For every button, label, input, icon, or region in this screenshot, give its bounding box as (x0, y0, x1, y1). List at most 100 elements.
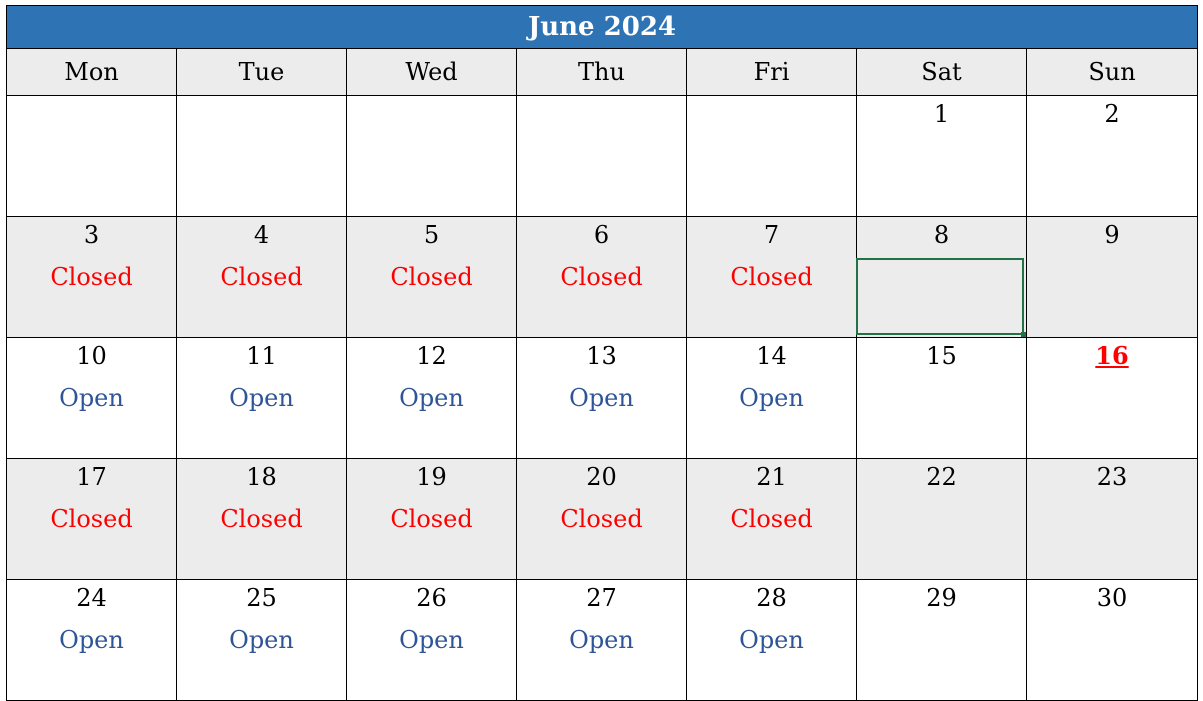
day-cell-wed[interactable]: 19 Closed (346, 458, 517, 580)
week-row: 10 Open 11 Open 12 Open 13 Open 14 Open 15 16 (6, 337, 1198, 459)
day-number: 22 (926, 463, 957, 491)
day-cell-fri[interactable]: 28 Open (686, 579, 857, 701)
day-status: Closed (560, 263, 643, 291)
day-cell-mon[interactable]: 10 Open (6, 337, 177, 459)
day-cell-fri[interactable] (686, 95, 857, 217)
weekday-header-fri[interactable]: Fri (686, 48, 857, 96)
day-status: Open (569, 384, 634, 412)
week-row: 17 Closed 18 Closed 19 Closed 20 Closed 21 Closed… (6, 458, 1198, 580)
day-cell-sun[interactable]: 2 (1026, 95, 1198, 217)
day-cell-wed[interactable]: 12 Open (346, 337, 517, 459)
day-status: Closed (220, 505, 303, 533)
title-row: June 2024 (6, 5, 1198, 49)
day-cell-tue[interactable] (176, 95, 347, 217)
day-status: Open (739, 626, 804, 654)
weekday-header-thu[interactable]: Thu (516, 48, 687, 96)
day-number: 16 (1095, 341, 1129, 370)
day-cell-sat[interactable]: 29 (856, 579, 1027, 701)
day-cell-sat[interactable]: 8 (856, 216, 1027, 338)
day-number: 20 (586, 463, 617, 491)
weekday-header-row: Mon Tue Wed Thu Fri Sat Sun (6, 48, 1198, 96)
day-cell-tue[interactable]: 25 Open (176, 579, 347, 701)
day-number: 3 (83, 221, 100, 249)
cell-selection-box[interactable] (856, 258, 1026, 337)
day-status: Open (399, 626, 464, 654)
day-number: 7 (763, 221, 780, 249)
weekday-header-mon[interactable]: Mon (6, 48, 177, 96)
day-cell-tue[interactable]: 11 Open (176, 337, 347, 459)
day-cell-mon[interactable]: 3 Closed (6, 216, 177, 338)
day-status: Open (739, 384, 804, 412)
day-status: Closed (390, 263, 473, 291)
day-cell-thu[interactable]: 27 Open (516, 579, 687, 701)
day-cell-sun[interactable]: 23 (1026, 458, 1198, 580)
day-number: 27 (586, 584, 617, 612)
day-cell-mon[interactable] (6, 95, 177, 217)
day-status: Closed (390, 505, 473, 533)
day-number: 25 (246, 584, 277, 612)
day-cell-sat[interactable]: 1 (856, 95, 1027, 217)
day-number: 4 (253, 221, 270, 249)
day-number: 10 (76, 342, 107, 370)
day-number: 28 (756, 584, 787, 612)
day-cell-sat[interactable]: 15 (856, 337, 1027, 459)
calendar-weeks: 1 2 3 Closed 4 Closed 5 Closed 6 Closed 7 Closed 8 9 1… (6, 95, 1198, 701)
day-number: 8 (933, 221, 950, 249)
weekday-header-wed[interactable]: Wed (346, 48, 517, 96)
day-number: 23 (1096, 463, 1128, 491)
day-cell-fri[interactable]: 14 Open (686, 337, 857, 459)
day-number: 26 (416, 584, 447, 612)
day-status: Open (229, 626, 294, 654)
day-cell-wed[interactable] (346, 95, 517, 217)
day-cell-mon[interactable]: 24 Open (6, 579, 177, 701)
calendar-title[interactable]: June 2024 (6, 5, 1198, 49)
day-cell-sun[interactable]: 9 (1026, 216, 1198, 338)
day-number: 6 (593, 221, 610, 249)
day-cell-tue[interactable]: 4 Closed (176, 216, 347, 338)
weekday-header-tue[interactable]: Tue (176, 48, 347, 96)
day-number: 18 (246, 463, 277, 491)
day-cell-sat[interactable]: 22 (856, 458, 1027, 580)
day-status: Open (399, 384, 464, 412)
day-number: 17 (76, 463, 107, 491)
day-cell-mon[interactable]: 17 Closed (6, 458, 177, 580)
day-cell-wed[interactable]: 26 Open (346, 579, 517, 701)
weekday-header-sat[interactable]: Sat (856, 48, 1027, 96)
day-cell-tue[interactable]: 18 Closed (176, 458, 347, 580)
day-status: Open (59, 384, 124, 412)
day-status: Closed (560, 505, 643, 533)
day-number: 24 (76, 584, 107, 612)
week-row: 3 Closed 4 Closed 5 Closed 6 Closed 7 Closed 8 9 (6, 216, 1198, 338)
day-status: Closed (50, 263, 133, 291)
day-cell-thu[interactable]: 6 Closed (516, 216, 687, 338)
day-number: 11 (246, 342, 277, 370)
day-number: 21 (756, 463, 787, 491)
day-number: 12 (416, 342, 447, 370)
day-status: Closed (220, 263, 303, 291)
day-cell-fri[interactable]: 7 Closed (686, 216, 857, 338)
day-number: 30 (1096, 584, 1128, 612)
day-cell-fri[interactable]: 21 Closed (686, 458, 857, 580)
day-number: 1 (933, 100, 950, 128)
day-status: Closed (730, 505, 813, 533)
day-cell-thu[interactable]: 13 Open (516, 337, 687, 459)
day-number: 15 (926, 342, 957, 370)
day-number: 29 (926, 584, 957, 612)
day-status: Closed (50, 505, 133, 533)
day-status: Closed (730, 263, 813, 291)
day-cell-thu[interactable] (516, 95, 687, 217)
day-status: Open (229, 384, 294, 412)
day-number: 9 (1104, 221, 1120, 249)
day-number: 14 (756, 342, 787, 370)
day-status: Open (569, 626, 634, 654)
day-cell-sun[interactable]: 30 (1026, 579, 1198, 701)
day-number: 13 (586, 342, 617, 370)
day-number: 2 (1104, 100, 1120, 128)
day-cell-thu[interactable]: 20 Closed (516, 458, 687, 580)
day-status: Open (59, 626, 124, 654)
day-cell-sun[interactable]: 16 (1026, 337, 1198, 459)
day-cell-wed[interactable]: 5 Closed (346, 216, 517, 338)
weekday-header-sun[interactable]: Sun (1026, 48, 1198, 96)
